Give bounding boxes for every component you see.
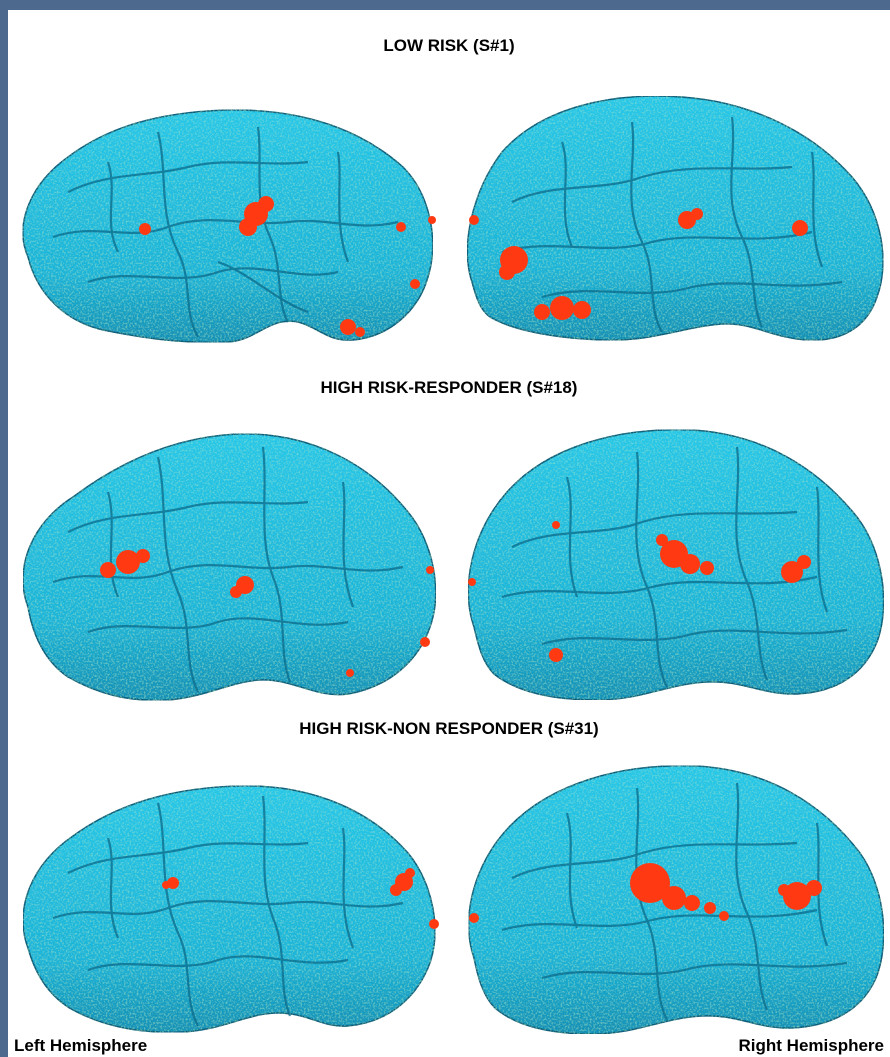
brain-left-hemisphere-low-risk xyxy=(22,109,436,344)
row-title-low-risk: LOW RISK (S#1) xyxy=(383,36,515,55)
brain-left-hemisphere-high-risk-responder xyxy=(22,433,437,702)
left-hemisphere-label: Left Hemisphere xyxy=(14,1036,148,1055)
right-hemisphere-label: Right Hemisphere xyxy=(738,1036,884,1055)
brain-right-hemisphere-high-risk-non-responder xyxy=(467,764,885,1035)
brain-right-hemisphere-high-risk-responder xyxy=(467,428,885,701)
activation-cluster xyxy=(162,868,439,929)
figure-panel: LOW RISK (S#1) HIGH RISK-RESPONDER (S#18… xyxy=(8,10,890,1057)
activation-cluster xyxy=(100,549,434,677)
activation-cluster xyxy=(469,863,822,923)
activation-cluster xyxy=(139,196,436,337)
activation-cluster xyxy=(469,208,808,320)
row-title-high-risk-responder: HIGH RISK-RESPONDER (S#18) xyxy=(320,378,578,397)
brain-left-hemisphere-high-risk-non-responder xyxy=(22,785,439,1034)
row-title-high-risk-non-responder: HIGH RISK-NON RESPONDER (S#31) xyxy=(299,719,599,738)
activation-cluster xyxy=(468,521,811,662)
brain-right-hemisphere-low-risk xyxy=(466,95,884,341)
